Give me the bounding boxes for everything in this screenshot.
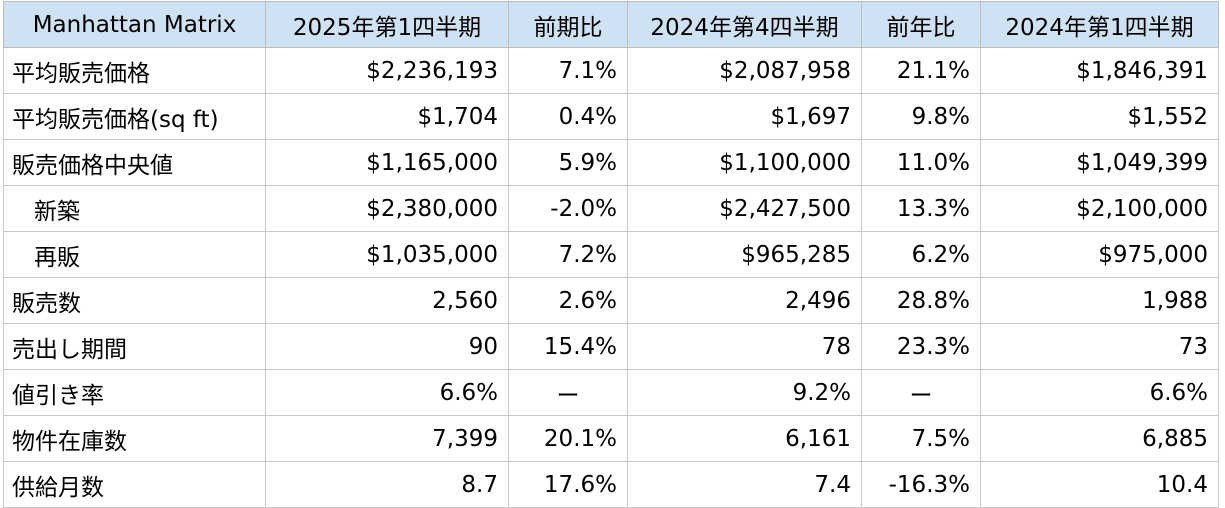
- table-cell: 15.4%: [508, 323, 628, 370]
- table-cell: 7,399: [265, 415, 509, 462]
- table-cell: 90: [265, 323, 509, 370]
- row-label: 物件在庫数: [3, 415, 266, 462]
- row-label: 販売数: [3, 277, 266, 324]
- table-cell: $965,285: [627, 231, 862, 278]
- header-row: Manhattan Matrix 2025年第1四半期 前期比 2024年第4四…: [3, 1, 1219, 48]
- table-cell: 6.6%: [265, 369, 509, 416]
- table-cell: $1,846,391: [980, 47, 1219, 94]
- table-cell: $1,704: [265, 93, 509, 140]
- table-cell: $1,552: [980, 93, 1219, 140]
- table-body: 平均販売価格 $2,236,193 7.1% $2,087,958 21.1% $1,84…: [3, 47, 1219, 508]
- table-cell: $2,087,958: [627, 47, 862, 94]
- table-cell: $1,100,000: [627, 139, 862, 186]
- table-cell: 9.2%: [627, 369, 862, 416]
- row-label: 売出し期間: [3, 323, 266, 370]
- table-cell: 2,560: [265, 277, 509, 324]
- row-label: 再販: [3, 231, 266, 278]
- table-row: 再販 $1,035,000 7.2% $965,285 6.2% $975,000: [3, 231, 1219, 278]
- table-cell: $1,035,000: [265, 231, 509, 278]
- row-label: 平均販売価格(sq ft): [3, 93, 266, 140]
- table-row: 売出し期間 90 15.4% 78 23.3% 73: [3, 323, 1219, 370]
- row-label: 販売価格中央値: [3, 139, 266, 186]
- table-row: 販売価格中央値 $1,165,000 5.9% $1,100,000 11.0% $1,0…: [3, 139, 1219, 186]
- header-cell-2024-q1: 2024年第1四半期: [980, 1, 1219, 48]
- table-cell: 17.6%: [508, 461, 628, 508]
- manhattan-matrix-table: Manhattan Matrix 2025年第1四半期 前期比 2024年第4四…: [3, 1, 1219, 508]
- header-cell-2024-q4: 2024年第4四半期: [627, 1, 862, 48]
- table-row: 販売数 2,560 2.6% 2,496 28.8% 1,988: [3, 277, 1219, 324]
- row-label: 新築: [3, 185, 266, 232]
- table-cell: 11.0%: [861, 139, 981, 186]
- table-cell: 23.3%: [861, 323, 981, 370]
- table-cell: 2.6%: [508, 277, 628, 324]
- table-cell: 1,988: [980, 277, 1219, 324]
- header-cell-qoq: 前期比: [508, 1, 628, 48]
- table-cell: 7.4: [627, 461, 862, 508]
- table-cell: 6,161: [627, 415, 862, 462]
- table-row: 供給月数 8.7 17.6% 7.4 -16.3% 10.4: [3, 461, 1219, 508]
- header-cell-metric: Manhattan Matrix: [3, 1, 266, 48]
- table-cell: 10.4: [980, 461, 1219, 508]
- table-cell: 28.8%: [861, 277, 981, 324]
- table-cell: -16.3%: [861, 461, 981, 508]
- table-cell: 6.6%: [980, 369, 1219, 416]
- table-cell: $2,100,000: [980, 185, 1219, 232]
- table-cell: $2,380,000: [265, 185, 509, 232]
- table-cell: 5.9%: [508, 139, 628, 186]
- table-row: 平均販売価格(sq ft) $1,704 0.4% $1,697 9.8% $1,552: [3, 93, 1219, 140]
- table-cell: ー: [861, 369, 981, 416]
- table-cell: 6.2%: [861, 231, 981, 278]
- table-cell: -2.0%: [508, 185, 628, 232]
- table-cell: 9.8%: [861, 93, 981, 140]
- row-label: 値引き率: [3, 369, 266, 416]
- table-cell: 7.5%: [861, 415, 981, 462]
- table-cell: 7.1%: [508, 47, 628, 94]
- table-cell: 13.3%: [861, 185, 981, 232]
- table-row: 値引き率 6.6% ー 9.2% ー 6.6%: [3, 369, 1219, 416]
- header-cell-2025-q1: 2025年第1四半期: [265, 1, 509, 48]
- table-row: 物件在庫数 7,399 20.1% 6,161 7.5% 6,885: [3, 415, 1219, 462]
- table-cell: 78: [627, 323, 862, 370]
- table-cell: 6,885: [980, 415, 1219, 462]
- table-cell: $975,000: [980, 231, 1219, 278]
- table-cell: 7.2%: [508, 231, 628, 278]
- table-row: 平均販売価格 $2,236,193 7.1% $2,087,958 21.1% $1,84…: [3, 47, 1219, 94]
- table-cell: $1,049,399: [980, 139, 1219, 186]
- header-cell-yoy: 前年比: [861, 1, 981, 48]
- table-cell: ー: [508, 369, 628, 416]
- table-cell: $1,165,000: [265, 139, 509, 186]
- table-cell: $2,427,500: [627, 185, 862, 232]
- row-label: 平均販売価格: [3, 47, 266, 94]
- table-row: 新築 $2,380,000 -2.0% $2,427,500 13.3% $2,100,0…: [3, 185, 1219, 232]
- table-cell: 21.1%: [861, 47, 981, 94]
- table-cell: 20.1%: [508, 415, 628, 462]
- table-cell: 8.7: [265, 461, 509, 508]
- table-cell: $1,697: [627, 93, 862, 140]
- table-cell: 2,496: [627, 277, 862, 324]
- table-cell: 0.4%: [508, 93, 628, 140]
- table-cell: 73: [980, 323, 1219, 370]
- row-label: 供給月数: [3, 461, 266, 508]
- table-cell: $2,236,193: [265, 47, 509, 94]
